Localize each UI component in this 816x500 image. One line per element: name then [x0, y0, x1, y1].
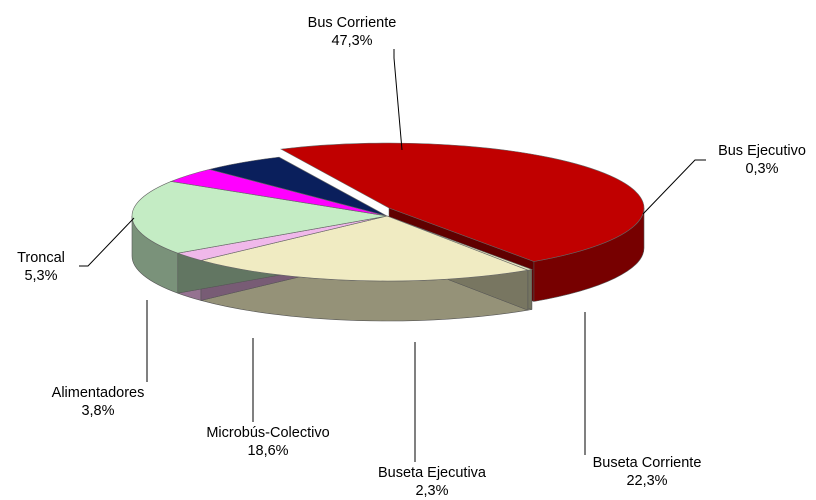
- slice-value-bus-corriente: 47,3%: [331, 33, 372, 49]
- slice-label-buseta-ejecutiva: Buseta Ejecutiva: [378, 465, 487, 481]
- slice-label-microbus-colectivo: Microbús-Colectivo: [206, 425, 329, 441]
- slice-value-alimentadores: 3,8%: [81, 403, 114, 419]
- slice-label-bus-ejecutivo: Bus Ejecutivo: [718, 143, 806, 159]
- slice-buseta-corriente: [200, 215, 529, 282]
- leader-lines: [79, 49, 706, 462]
- slice-troncal: [209, 156, 388, 217]
- labels-layer: Bus Corriente 47,3% Bus Ejecutivo 0,3% Buset…: [17, 15, 806, 499]
- leader-line-troncal: [79, 217, 135, 267]
- slice-value-buseta-corriente: 22,3%: [626, 473, 667, 489]
- slice-label-buseta-corriente: Buseta Corriente: [593, 455, 702, 471]
- slice-value-buseta-ejecutiva: 2,3%: [415, 483, 448, 499]
- slice-bus-corriente: [280, 142, 645, 262]
- slice-label-troncal: Troncal: [17, 250, 65, 266]
- slice-label-bus-corriente: Bus Corriente: [308, 15, 397, 31]
- slice-value-troncal: 5,3%: [24, 268, 57, 284]
- slices-layer: [131, 142, 645, 322]
- slice-microbus-colectivo: [131, 181, 388, 254]
- leader-line-bus-corriente: [393, 49, 403, 151]
- slice-value-bus-ejecutivo: 0,3%: [745, 161, 778, 177]
- slice-value-microbus-colectivo: 18,6%: [247, 443, 288, 459]
- slice-label-alimentadores: Alimentadores: [52, 385, 145, 401]
- leader-line-bus-ejecutivo: [642, 159, 706, 215]
